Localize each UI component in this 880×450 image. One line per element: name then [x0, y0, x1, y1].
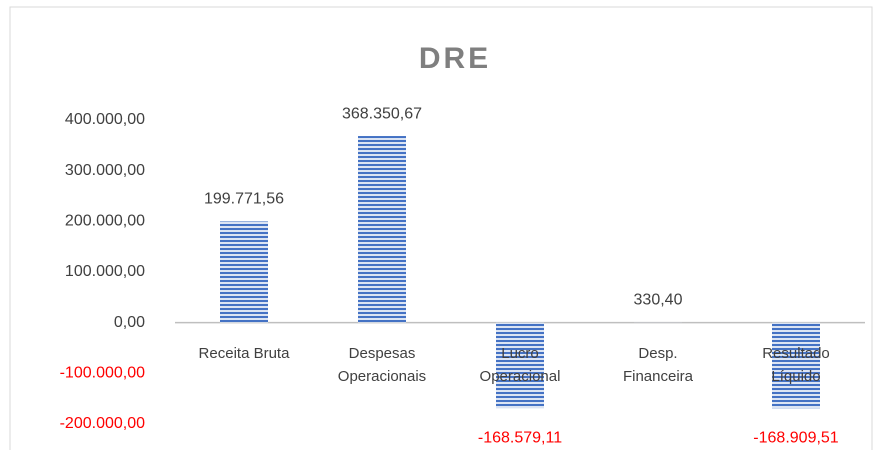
data-label: 199.771,56 [204, 191, 284, 208]
y-tick-label: 400.000,00 [65, 111, 145, 128]
chart-title: DRE [419, 42, 491, 75]
x-tick-label: Resultado Líquido [762, 344, 830, 385]
chart-border [9, 6, 873, 450]
y-tick-label: -100.000,00 [60, 365, 146, 382]
data-label: 368.350,67 [342, 105, 422, 122]
bar [496, 322, 544, 409]
x-tick-label: Despesas Operacionais [337, 344, 427, 385]
data-label: -168.579,11 [478, 429, 562, 446]
data-label: 330,40 [634, 292, 683, 309]
x-tick-label: Lucro Operacional [479, 344, 561, 385]
data-label: -168.909,51 [753, 429, 839, 446]
bar [358, 136, 406, 323]
bar [220, 221, 268, 323]
x-tick-label: Receita Bruta [198, 344, 290, 362]
y-tick-label: -200.000,00 [60, 415, 146, 432]
y-tick-label: 0,00 [114, 314, 145, 331]
x-tick-label: Desp. Financeira [622, 344, 694, 385]
y-tick-label: 200.000,00 [65, 213, 145, 230]
y-tick-label: 100.000,00 [65, 263, 145, 280]
y-tick-label: 300.000,00 [65, 162, 145, 179]
bar [772, 322, 820, 409]
